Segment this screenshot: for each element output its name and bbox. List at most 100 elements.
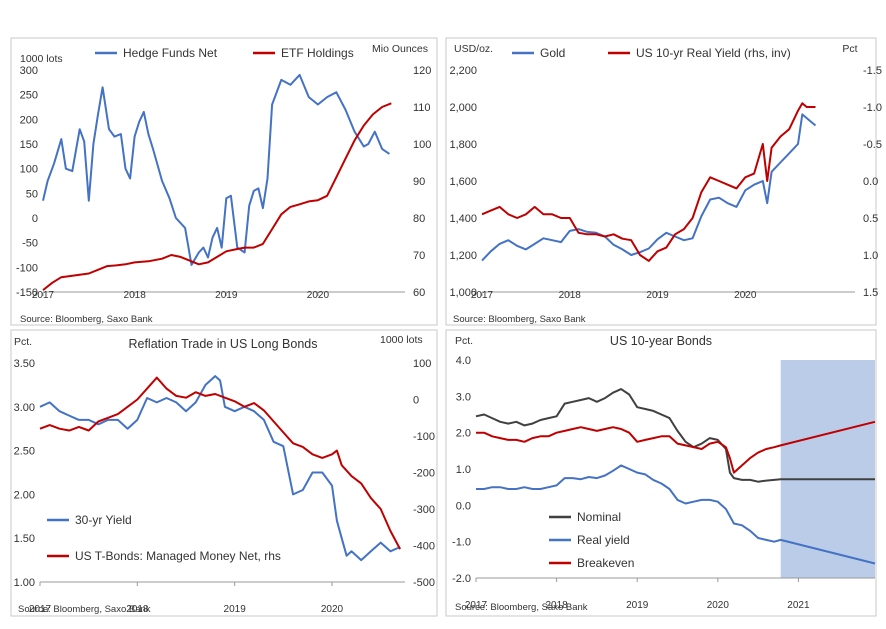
x-tick-label: 2018 xyxy=(124,290,147,301)
y-tick-label-left: 1,200 xyxy=(449,250,477,262)
panel-frame xyxy=(445,37,877,326)
y-tick-label-right: -1.5 xyxy=(863,65,882,77)
y-tick-label-left: 50 xyxy=(26,188,38,200)
left-axis-unit: Pct. xyxy=(14,336,32,348)
series-line-breakeven xyxy=(476,420,876,474)
y-tick-label-right: 100 xyxy=(413,358,431,370)
series-line-us-10-yr-real-yield-rhs-inv- xyxy=(481,102,816,262)
y-tick-label-left: 1.00 xyxy=(14,577,35,589)
x-tick-label: 2020 xyxy=(707,600,730,611)
chart-panel-4: 4.0 3.0 2.0 1.0 0.0 -1.0 -2.0 2017 2018 2019 2020 2… xyxy=(445,329,877,617)
y-tick-label-left: 3.50 xyxy=(14,358,35,370)
y-tick-label-left: 1,600 xyxy=(449,176,477,188)
y-tick-label-left: -100 xyxy=(16,262,38,274)
source-note: Source: Bloomberg, Saxo Bank xyxy=(455,602,588,613)
y-tick-label-right: -1.0 xyxy=(863,102,882,114)
x-tick-label: 2019 xyxy=(224,604,247,615)
y-tick-label-left: 4.0 xyxy=(456,355,471,367)
y-tick-label-left: 1,800 xyxy=(449,139,477,151)
x-tick-label: 2017 xyxy=(29,604,52,615)
y-tick-label-left: -50 xyxy=(22,238,38,250)
legend-label: Hedge Funds Net xyxy=(123,46,218,60)
y-tick-label-left: -1.0 xyxy=(452,537,471,549)
legend-label: Breakeven xyxy=(577,556,634,570)
y-tick-label-right: 0 xyxy=(413,395,419,407)
y-tick-label-right: 110 xyxy=(413,102,431,114)
y-tick-label-left: 0.0 xyxy=(456,500,471,512)
series-line-nominal xyxy=(475,388,875,483)
x-tick-label: 2018 xyxy=(545,600,568,611)
left-axis-unit: USD/oz. xyxy=(454,43,493,55)
x-tick-label: 2017 xyxy=(32,290,55,301)
y-tick-label-left: 2.50 xyxy=(14,446,35,458)
y-tick-label-left: 300 xyxy=(20,65,38,77)
y-tick-label-left: 1.50 xyxy=(14,533,35,545)
series-line-etf-holdings xyxy=(42,102,392,291)
legend-label: ETF Holdings xyxy=(281,46,354,60)
series-line-30-yr-yield xyxy=(39,375,401,562)
chart-title: US 10-year Bonds xyxy=(610,334,712,348)
y-tick-label-right: -400 xyxy=(413,541,435,553)
y-tick-label-right: 1.5 xyxy=(863,287,878,299)
y-tick-label-left: 1,000 xyxy=(449,287,477,299)
x-tick-label: 2017 xyxy=(465,600,488,611)
x-tick-label: 2020 xyxy=(307,290,330,301)
y-tick-label-right: -500 xyxy=(413,577,435,589)
y-tick-label-right: -200 xyxy=(413,468,435,480)
left-axis-unit: Pct. xyxy=(455,335,473,347)
y-tick-label-right: -100 xyxy=(413,431,435,443)
y-tick-label-left: 2,000 xyxy=(449,102,477,114)
right-axis-unit: Mio Ounces xyxy=(372,43,428,55)
panel-frame xyxy=(10,329,438,617)
left-axis-unit: 1000 lots xyxy=(20,53,63,65)
y-tick-label-right: 120 xyxy=(413,65,431,77)
x-tick-label: 2019 xyxy=(646,290,669,301)
y-tick-label-left: 3.0 xyxy=(456,391,471,403)
y-tick-label-left: 100 xyxy=(20,164,38,176)
series-line-hedge-funds-net xyxy=(42,73,390,266)
y-tick-label-left: -150 xyxy=(16,287,38,299)
legend-label: US T-Bonds: Managed Money Net, rhs xyxy=(75,549,281,563)
chart-title: Reflation Trade in US Long Bonds xyxy=(128,337,317,351)
legend-label: US 10-yr Real Yield (rhs, inv) xyxy=(636,46,791,60)
y-tick-label-right: -0.5 xyxy=(863,139,882,151)
y-tick-label-left: 1.0 xyxy=(456,464,471,476)
y-tick-label-left: 3.00 xyxy=(14,402,35,414)
y-tick-label-right: 80 xyxy=(413,213,425,225)
legend-label: Gold xyxy=(540,46,565,60)
y-tick-label-left: 200 xyxy=(20,114,38,126)
y-tick-label-left: -2.0 xyxy=(452,573,471,585)
y-tick-label-left: 0 xyxy=(32,213,38,225)
legend-label: Real yield xyxy=(577,533,630,547)
y-tick-label-left: 2.0 xyxy=(456,428,471,440)
y-tick-label-left: 2,200 xyxy=(449,65,477,77)
x-tick-label: 2018 xyxy=(126,604,149,615)
series-line-real-yield xyxy=(476,464,876,565)
x-tick-label: 2017 xyxy=(471,290,494,301)
y-tick-label-right: 60 xyxy=(413,287,425,299)
y-tick-label-right: 100 xyxy=(413,139,431,151)
panel-frame xyxy=(10,37,438,326)
x-tick-label: 2021 xyxy=(787,600,810,611)
right-axis-unit: Pct xyxy=(842,43,857,55)
y-tick-label-right: -300 xyxy=(413,504,435,516)
y-tick-label-left: 1,400 xyxy=(449,213,477,225)
x-tick-label: 2020 xyxy=(321,604,344,615)
y-tick-label-left: 150 xyxy=(20,139,38,151)
chart-panel-3: 3.50 3.00 2.50 2.00 1.50 1.00 100 0 -100 -200 -300… xyxy=(10,329,438,617)
y-tick-label-right: 70 xyxy=(413,250,425,262)
series-line-gold xyxy=(481,113,817,262)
y-tick-label-left: 2.00 xyxy=(14,489,35,501)
forecast-band xyxy=(780,360,875,578)
legend-label: Nominal xyxy=(577,510,621,524)
right-axis-unit: 1000 lots xyxy=(380,334,423,346)
legend-label: 30-yr Yield xyxy=(75,513,132,527)
series-line-us-t-bonds-managed-money-net-rhs xyxy=(39,376,401,550)
y-tick-label-right: 90 xyxy=(413,176,425,188)
x-tick-label: 2018 xyxy=(559,290,582,301)
chart-panel-1: 300 250 200 150 100 50 0 -50 -100 -150 120 110 100 90… xyxy=(10,37,438,326)
source-note: Source: Bloomberg, Saxo Bank xyxy=(20,314,153,325)
y-tick-label-left: 250 xyxy=(20,90,38,102)
x-tick-label: 2020 xyxy=(734,290,757,301)
